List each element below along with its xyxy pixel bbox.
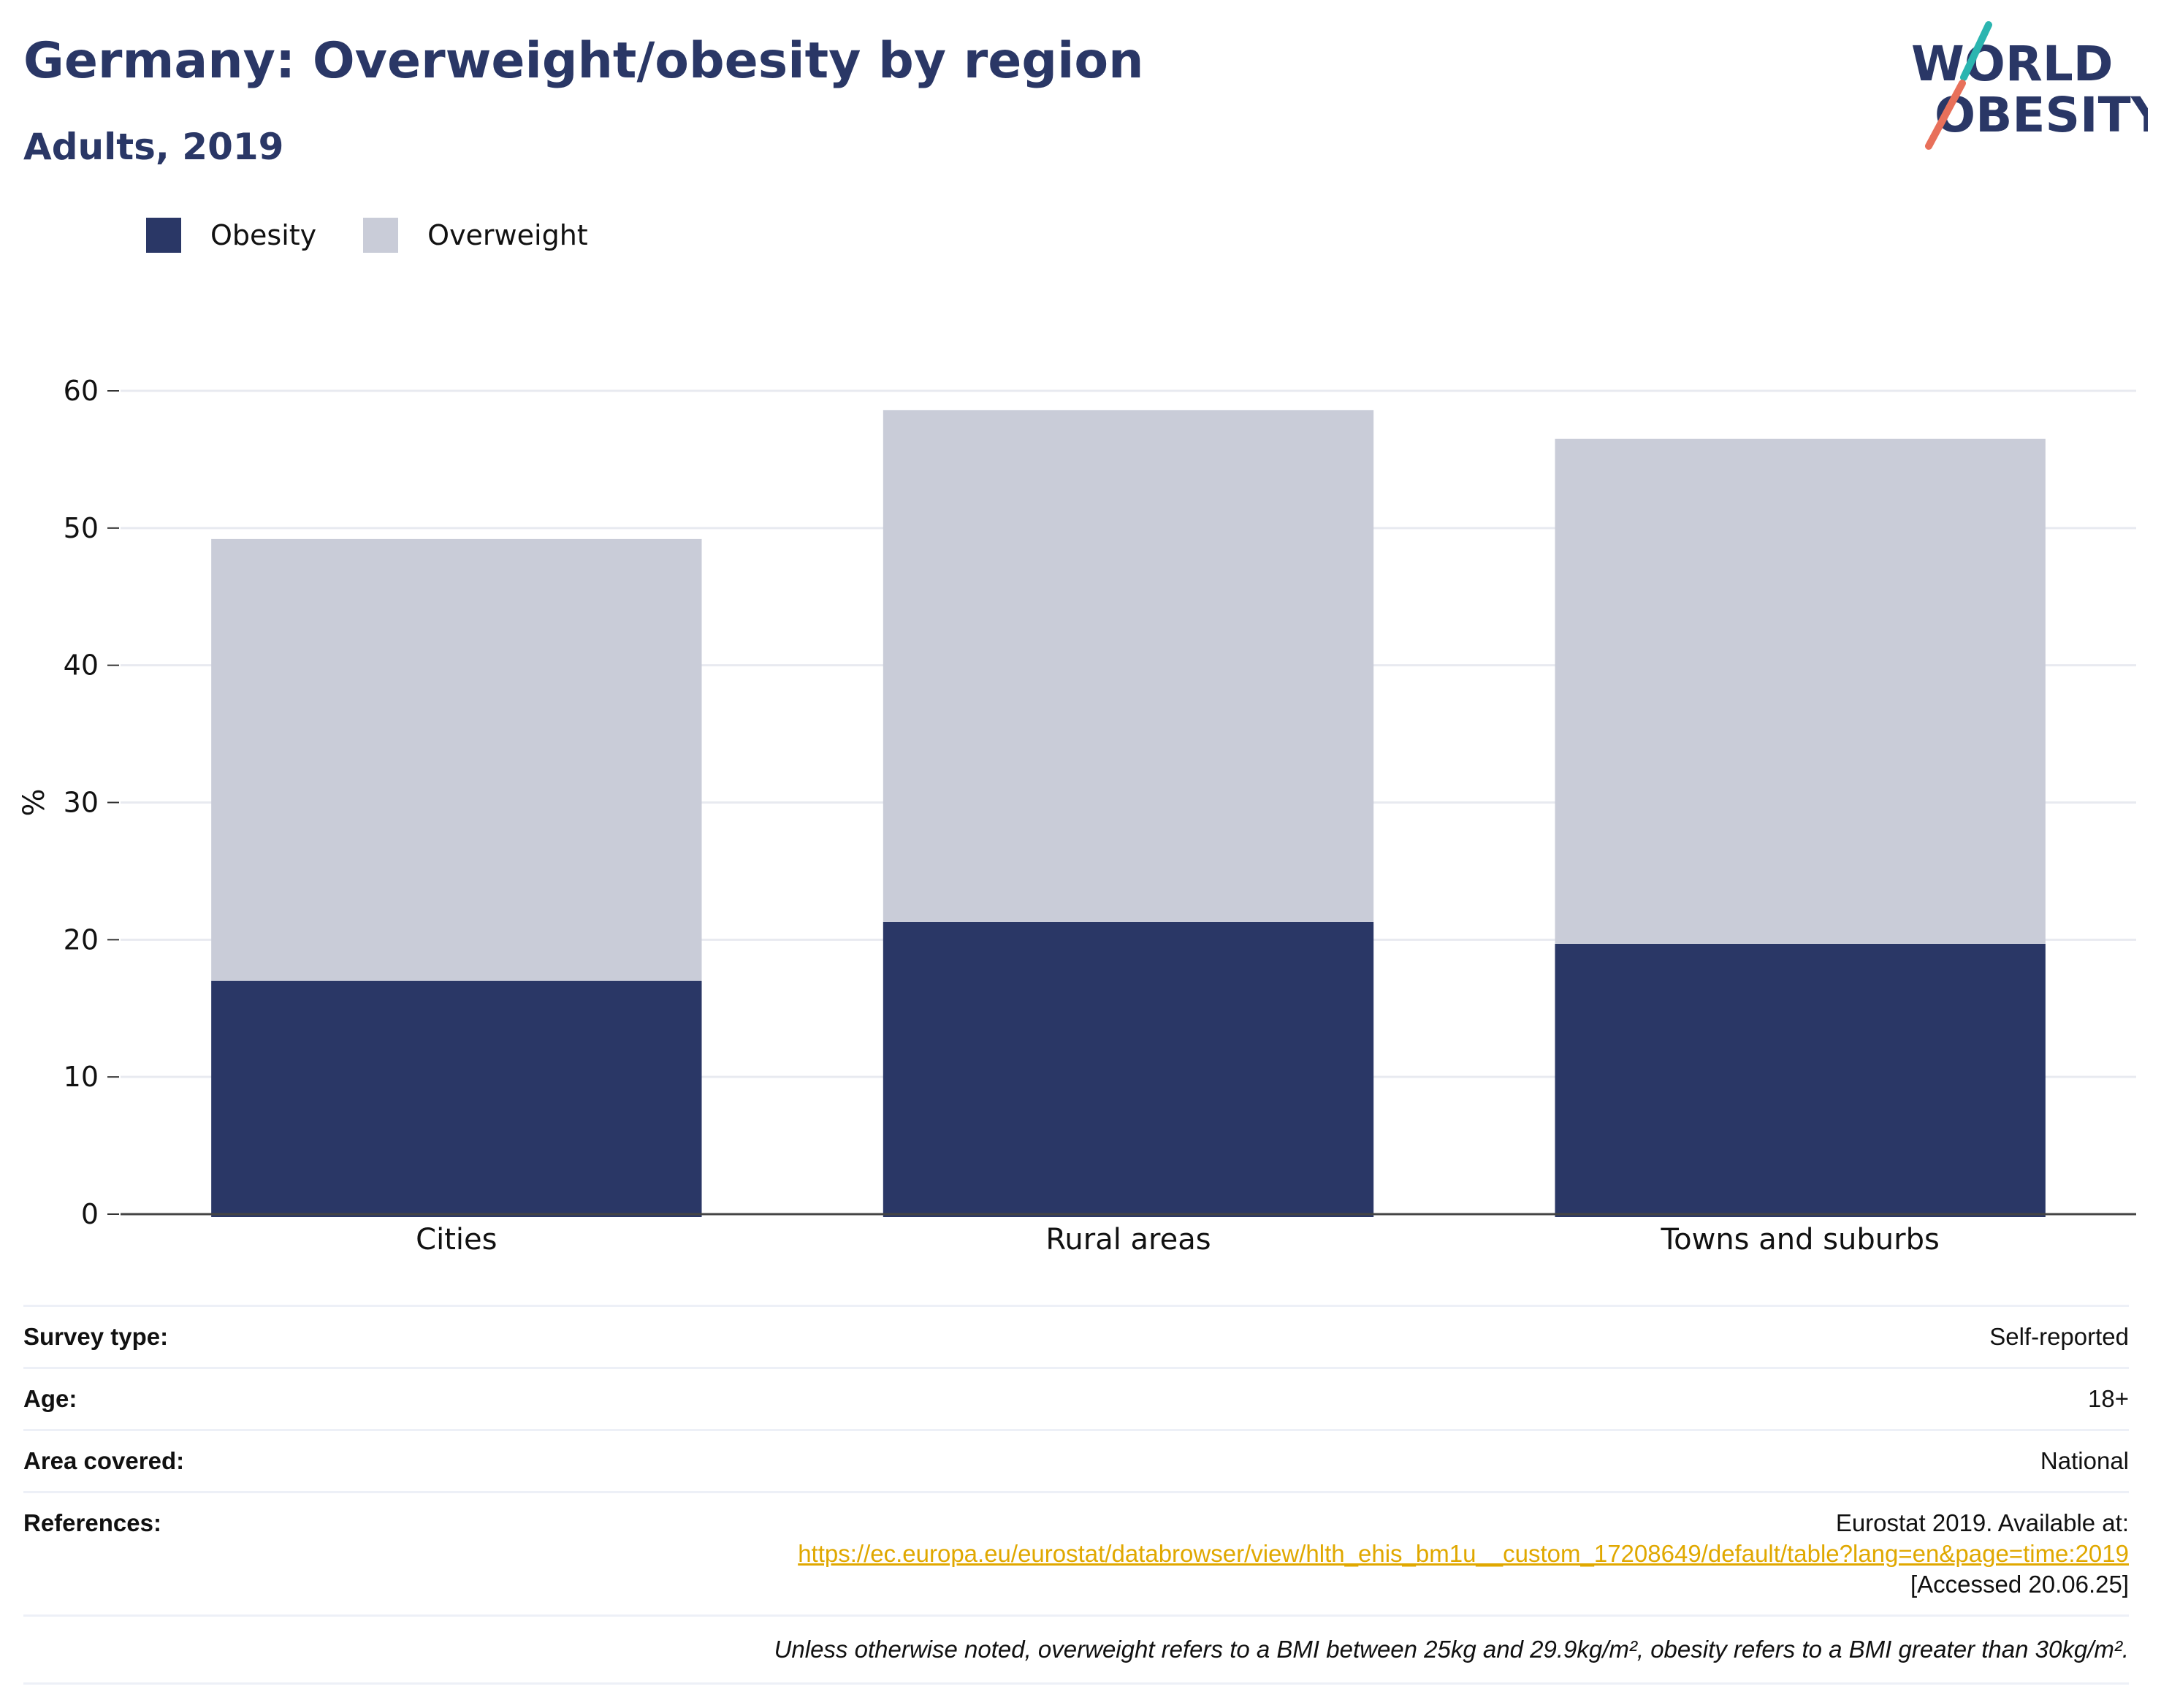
references-source: Eurostat 2019. Available at: (1835, 1509, 2129, 1536)
logo-slash-top (1960, 21, 1992, 81)
references-accessed: [Accessed 20.06.25] (1910, 1571, 2129, 1598)
y-tick-label: 20 (64, 923, 99, 956)
chart-title: Germany: Overweight/obesity by region (23, 32, 1144, 90)
x-tick-label: Cities (416, 1223, 497, 1257)
bar-overweight-rural-areas (883, 410, 1374, 922)
y-tick-label: 40 (64, 649, 99, 682)
logo-line-2: OBESITY (1935, 87, 2148, 143)
x-tick-label: Rural areas (1045, 1223, 1211, 1257)
logo-slash-bottom (1925, 80, 1966, 150)
bar-overweight-towns-and-suburbs (1555, 438, 2046, 944)
bar-obesity-rural-areas (883, 921, 1374, 1217)
survey-type-value: Self-reported (1989, 1323, 2129, 1350)
chart-legend: Obesity Overweight (146, 218, 635, 253)
references-label: References: (23, 1509, 161, 1536)
references-link[interactable]: https://ec.europa.eu/eurostat/databrowse… (798, 1540, 2129, 1567)
references-value: Eurostat 2019. Available at: https://ec.… (798, 1508, 2129, 1600)
bar-obesity-towns-and-suburbs (1555, 943, 2046, 1217)
info-row-references: References: Eurostat 2019. Available at:… (23, 1491, 2129, 1614)
bmi-footnote: Unless otherwise noted, overweight refer… (23, 1614, 2129, 1685)
area-covered-value: National (2040, 1447, 2129, 1474)
info-row-survey-type: Survey type: Self-reported (23, 1305, 2129, 1367)
legend-swatch-obesity (146, 218, 181, 253)
legend-item-obesity[interactable]: Obesity (146, 218, 316, 253)
survey-type-label: Survey type: (23, 1323, 169, 1350)
bar-overweight-cities (211, 538, 702, 981)
legend-label-obesity: Obesity (210, 219, 317, 251)
chart-subtitle: Adults, 2019 (23, 126, 284, 168)
y-tick-label: 0 (81, 1198, 99, 1230)
area-covered-label: Area covered: (23, 1447, 185, 1474)
legend-label-overweight: Overweight (427, 219, 588, 251)
age-value: 18+ (2088, 1385, 2129, 1412)
info-table: Survey type: Self-reported Age: 18+ Area… (23, 1305, 2129, 1685)
x-tick-label: Towns and suburbs (1661, 1223, 1940, 1257)
info-row-age: Age: 18+ (23, 1367, 2129, 1429)
y-tick-label: 60 (64, 375, 99, 407)
logo-line-1: WORLD (1911, 36, 2114, 92)
y-tick-label: 30 (64, 787, 99, 819)
stacked-bar-chart: 0 10 20 30 40 50 60% Cities Rural areas Towns and… (18, 375, 2136, 1257)
age-label: Age: (23, 1385, 77, 1412)
bar-obesity-cities (211, 980, 702, 1217)
legend-item-overweight[interactable]: Overweight (363, 218, 588, 253)
info-row-area-covered: Area covered: National (23, 1429, 2129, 1491)
world-obesity-logo: WORLD OBESITY (1911, 21, 2148, 150)
y-tick-label: 10 (64, 1061, 99, 1093)
legend-swatch-overweight (363, 218, 399, 253)
y-axis-title: % (18, 788, 51, 816)
y-tick-label: 50 (64, 512, 99, 544)
